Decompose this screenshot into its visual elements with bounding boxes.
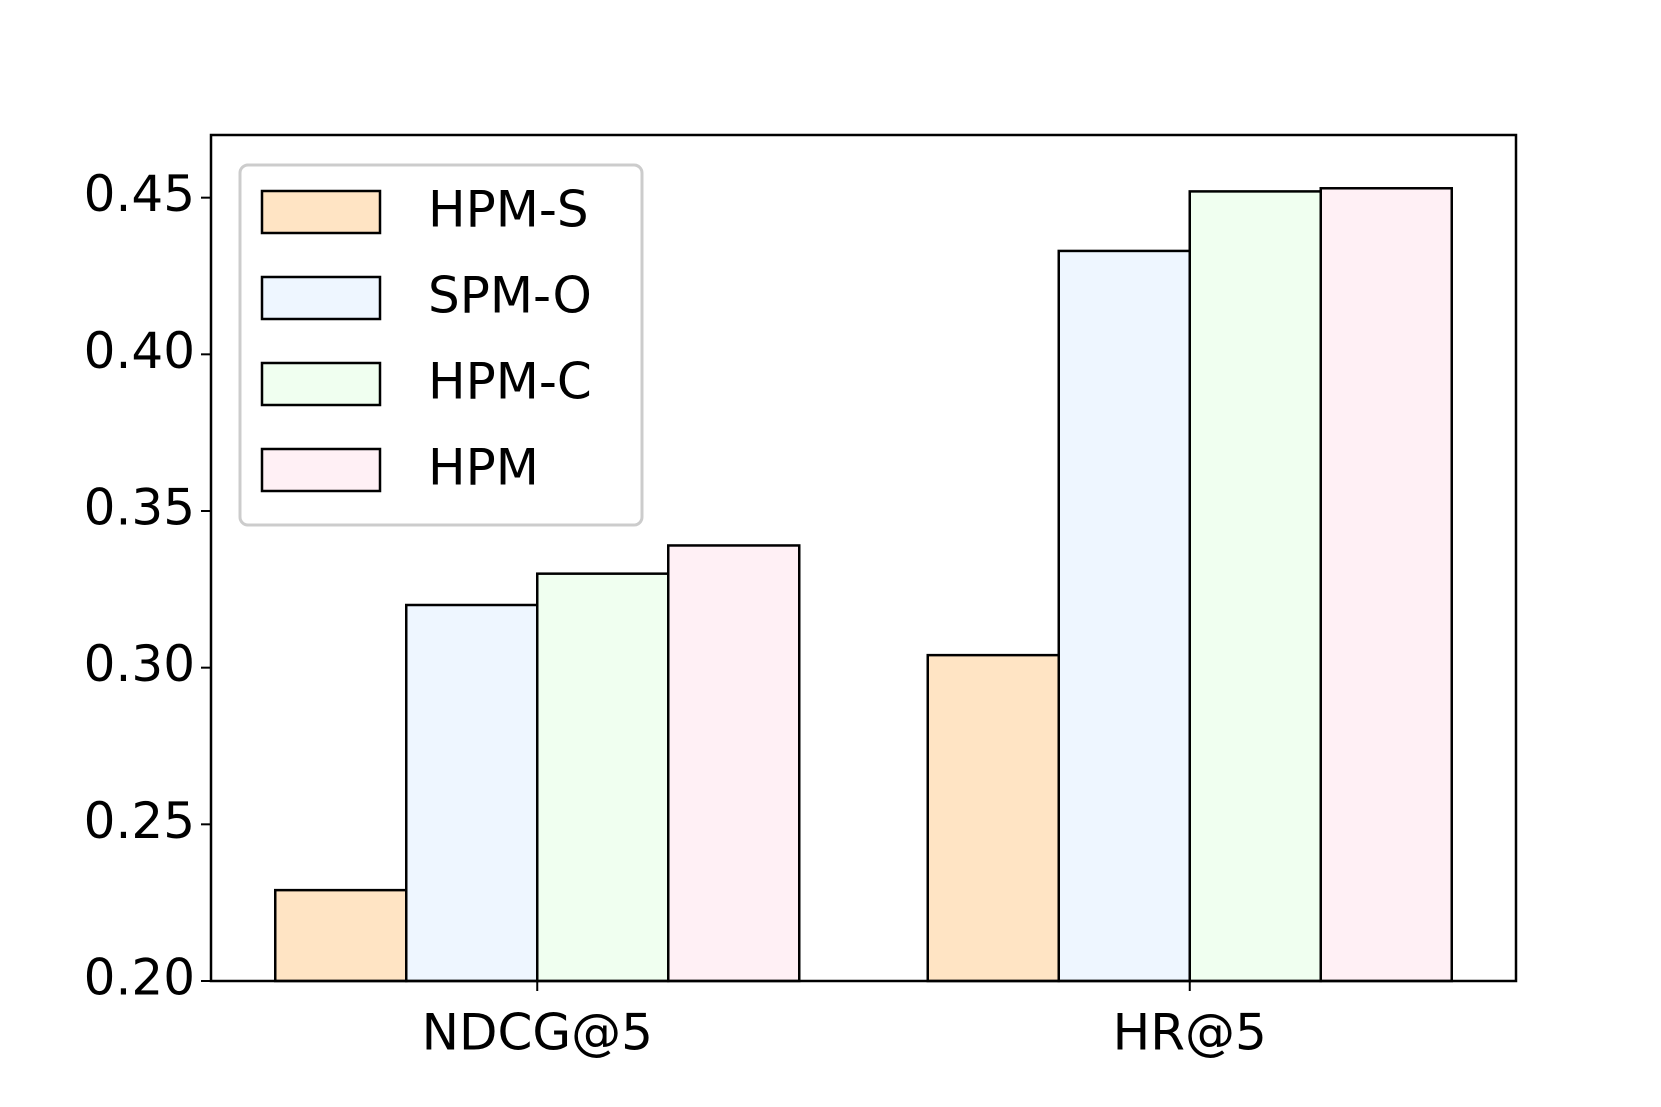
- bar: [405, 603, 539, 983]
- y-tick-label: 0.25: [84, 792, 195, 850]
- legend-swatch: [260, 361, 382, 407]
- legend-swatch: [260, 275, 382, 321]
- legend-swatch: [260, 189, 382, 235]
- legend-label: HPM: [428, 439, 539, 497]
- legend-label: SPM-O: [428, 267, 592, 325]
- bar: [274, 888, 408, 983]
- bar: [536, 572, 670, 983]
- y-tick-label: 0.30: [84, 635, 195, 693]
- y-tick-label: 0.40: [84, 322, 195, 380]
- legend-swatch: [260, 447, 382, 493]
- legend-label: HPM-C: [428, 353, 592, 411]
- legend-box: [238, 163, 644, 527]
- legend-label: HPM-S: [428, 181, 589, 239]
- bar: [926, 653, 1060, 983]
- x-tick-label: NDCG@5: [422, 1004, 653, 1062]
- y-tick-label: 0.35: [84, 479, 195, 537]
- x-tick-label: HR@5: [1113, 1004, 1267, 1062]
- y-tick-label: 0.45: [84, 165, 195, 223]
- bar: [1188, 190, 1322, 983]
- bar: [1057, 249, 1191, 983]
- y-tick-label: 0.20: [84, 949, 195, 1007]
- plot-frame: [209, 133, 1518, 983]
- bar: [667, 544, 801, 983]
- bar: [1319, 187, 1453, 983]
